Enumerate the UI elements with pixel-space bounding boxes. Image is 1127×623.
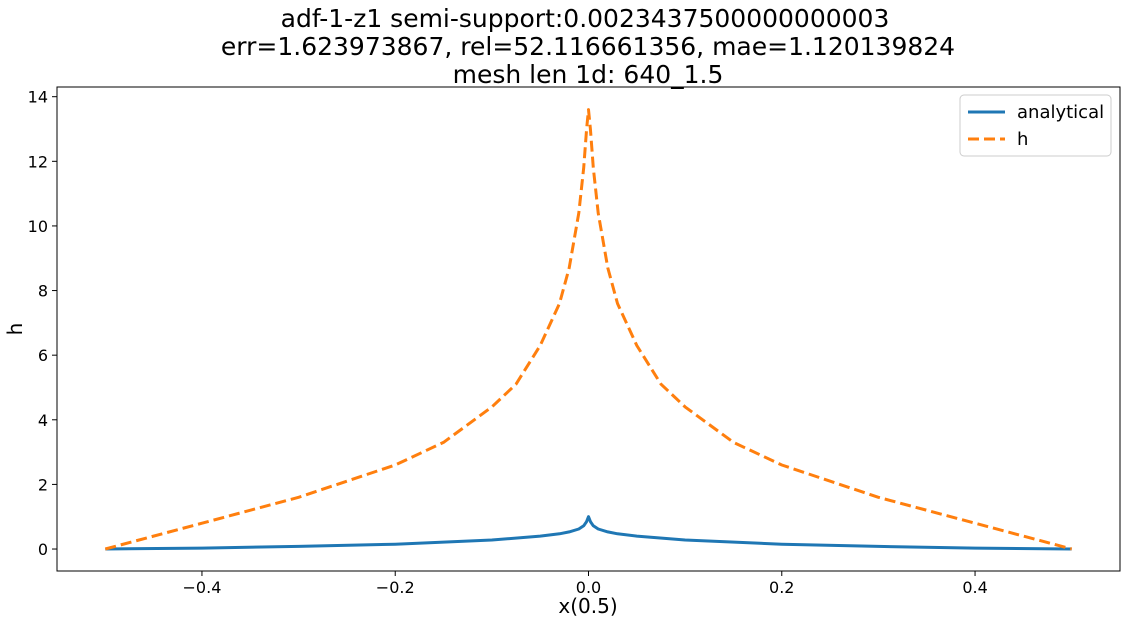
y-axis: 0 2 4 6 8 10 12 14 xyxy=(28,88,57,559)
title-line-2: err=1.623973867, rel=52.116661356, mae=1… xyxy=(221,32,955,61)
x-tick-label: 0.0 xyxy=(576,578,601,597)
legend-label-h: h xyxy=(1017,129,1028,150)
y-tick-label: 12 xyxy=(28,152,48,171)
x-axis: −0.4 −0.2 0.0 0.2 0.4 xyxy=(183,571,988,597)
plot-frame xyxy=(56,86,1121,572)
legend-label-analytical: analytical xyxy=(1017,102,1104,123)
series-line-h xyxy=(104,108,1073,551)
y-tick-label: 8 xyxy=(38,282,48,301)
y-tick-label: 0 xyxy=(38,540,48,559)
series-layer xyxy=(104,108,1073,551)
legend: analytical h xyxy=(959,94,1112,157)
chart-title: adf-1-z1 semi-support:0.0023437500000000… xyxy=(221,4,955,89)
x-tick-label: 0.2 xyxy=(769,578,794,597)
legend-box xyxy=(959,94,1112,157)
y-axis-label: h xyxy=(3,323,27,336)
y-tick-label: 14 xyxy=(28,88,48,107)
y-tick-label: 2 xyxy=(38,475,48,494)
title-line-3: mesh len 1d: 640_1.5 xyxy=(453,60,724,89)
y-tick-label: 4 xyxy=(38,411,48,430)
x-tick-label: 0.4 xyxy=(962,578,987,597)
x-tick-label: −0.2 xyxy=(376,578,415,597)
y-tick-label: 6 xyxy=(38,346,48,365)
title-line-1: adf-1-z1 semi-support:0.0023437500000000… xyxy=(281,4,890,33)
x-axis-label: x(0.5) xyxy=(558,594,617,618)
series-line-analytical xyxy=(105,515,1072,551)
x-tick-label: −0.4 xyxy=(183,578,222,597)
y-tick-label: 10 xyxy=(28,217,48,236)
